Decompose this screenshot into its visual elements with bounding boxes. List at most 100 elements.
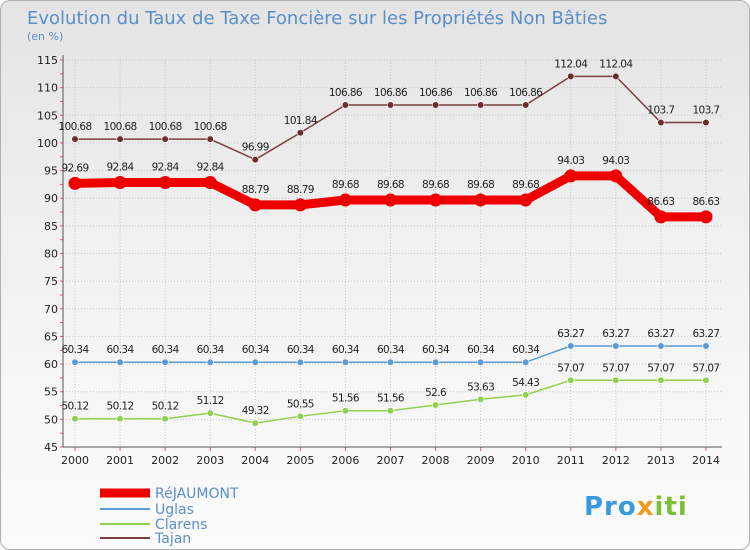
x-tick-label: 2006 — [331, 454, 359, 467]
data-point-tajan — [116, 135, 124, 143]
data-point-tajan — [251, 155, 259, 164]
data-label-clarens: 57.07 — [647, 362, 674, 374]
data-label-clarens: 51.12 — [197, 395, 224, 407]
data-label-uglas: 60.34 — [197, 344, 225, 356]
series-layer — [68, 72, 713, 427]
data-point-clarens — [206, 409, 214, 417]
x-tick-label: 2002 — [151, 454, 179, 467]
data-point-tajan — [522, 101, 530, 109]
data-label-réjaumont: 89.68 — [467, 179, 494, 191]
x-tick-label: 2008 — [422, 454, 450, 467]
data-label-uglas: 60.34 — [377, 344, 405, 356]
x-tick-label: 2009 — [467, 454, 495, 467]
y-tick-labels: 45 50 55 60 65 70 75 80 85 90 95 100 105 110 115 — [37, 54, 58, 454]
data-label-uglas: 63.27 — [647, 328, 674, 340]
axes — [60, 55, 722, 451]
x-tick-label: 2003 — [196, 454, 224, 467]
data-point-réjaumont — [383, 193, 397, 207]
data-point-clarens — [657, 376, 665, 384]
data-label-clarens: 50.12 — [61, 401, 88, 413]
data-point-clarens — [612, 376, 620, 384]
x-tick-label: 2004 — [241, 454, 269, 467]
data-label-uglas: 60.34 — [467, 344, 495, 356]
y-tick-label: 55 — [44, 386, 58, 399]
data-point-clarens — [116, 415, 124, 423]
data-label-tajan: 106.86 — [464, 87, 498, 99]
y-tick-label: 90 — [44, 192, 58, 205]
data-point-réjaumont — [654, 210, 668, 224]
data-label-uglas: 60.34 — [61, 344, 89, 356]
y-tick-label: 115 — [37, 54, 58, 67]
data-label-tajan: 106.86 — [419, 87, 453, 99]
legend-label-réjaumont: RéJAUMONT — [155, 486, 239, 502]
data-label-clarens: 53.63 — [467, 381, 494, 393]
data-point-uglas — [567, 342, 575, 350]
data-label-clarens: 57.07 — [602, 362, 629, 374]
data-point-tajan — [71, 135, 79, 143]
data-label-réjaumont: 89.68 — [422, 179, 449, 191]
data-point-clarens — [477, 395, 485, 403]
data-label-uglas: 60.34 — [332, 344, 360, 356]
data-label-tajan: 112.04 — [554, 58, 588, 70]
data-point-clarens — [71, 415, 79, 423]
data-label-clarens: 54.43 — [512, 377, 539, 389]
data-label-réjaumont: 92.84 — [107, 162, 135, 174]
data-point-uglas — [386, 358, 395, 366]
data-point-réjaumont — [338, 193, 352, 207]
y-tick-label: 75 — [44, 275, 58, 288]
data-point-réjaumont — [609, 169, 623, 183]
data-point-clarens — [522, 391, 530, 399]
data-label-tajan: 106.86 — [374, 87, 408, 99]
data-point-réjaumont — [293, 198, 307, 212]
data-label-tajan: 103.7 — [647, 104, 674, 116]
data-point-tajan — [477, 101, 485, 109]
data-point-réjaumont — [429, 193, 443, 207]
data-point-uglas — [522, 358, 530, 366]
data-point-tajan — [341, 101, 350, 109]
data-label-réjaumont: 94.03 — [602, 155, 629, 167]
data-point-réjaumont — [68, 176, 82, 190]
data-label-tajan: 100.68 — [58, 121, 91, 133]
data-point-clarens — [386, 407, 395, 415]
data-label-clarens: 50.12 — [107, 401, 134, 413]
data-point-clarens — [161, 415, 169, 423]
data-label-clarens: 50.55 — [287, 398, 314, 410]
data-point-uglas — [71, 358, 79, 366]
x-tick-label: 2007 — [376, 454, 404, 467]
data-point-uglas — [431, 358, 440, 366]
data-label-réjaumont: 86.63 — [692, 196, 719, 208]
data-point-clarens — [567, 376, 575, 384]
data-point-uglas — [657, 342, 665, 350]
data-label-uglas: 60.34 — [152, 344, 180, 356]
data-point-clarens — [431, 401, 440, 409]
y-tick-label: 60 — [44, 358, 58, 371]
data-point-clarens — [296, 412, 304, 420]
data-point-réjaumont — [113, 176, 127, 190]
data-point-tajan — [657, 118, 665, 127]
data-point-tajan — [386, 101, 395, 109]
y-tick-label: 70 — [44, 303, 58, 316]
data-point-uglas — [251, 358, 259, 366]
x-tick-label: 2013 — [647, 454, 675, 467]
data-label-réjaumont: 89.68 — [512, 179, 539, 191]
data-label-tajan: 112.04 — [599, 58, 633, 70]
data-label-réjaumont: 89.68 — [377, 179, 404, 191]
data-point-uglas — [206, 358, 214, 366]
legend-label-clarens: Clarens — [155, 517, 207, 533]
data-label-réjaumont: 88.79 — [242, 184, 269, 196]
data-point-réjaumont — [474, 193, 488, 207]
x-tick-label: 2001 — [106, 454, 134, 467]
data-label-clarens: 49.32 — [242, 405, 269, 417]
data-point-uglas — [296, 358, 304, 366]
data-label-uglas: 60.34 — [287, 344, 315, 356]
y-tick-label: 95 — [44, 165, 58, 178]
y-tick-label: 45 — [44, 441, 58, 454]
data-point-uglas — [612, 342, 620, 350]
y-tick-label: 80 — [44, 248, 58, 261]
y-tick-label: 105 — [37, 109, 58, 122]
data-point-tajan — [612, 72, 620, 80]
data-point-réjaumont — [248, 198, 262, 212]
